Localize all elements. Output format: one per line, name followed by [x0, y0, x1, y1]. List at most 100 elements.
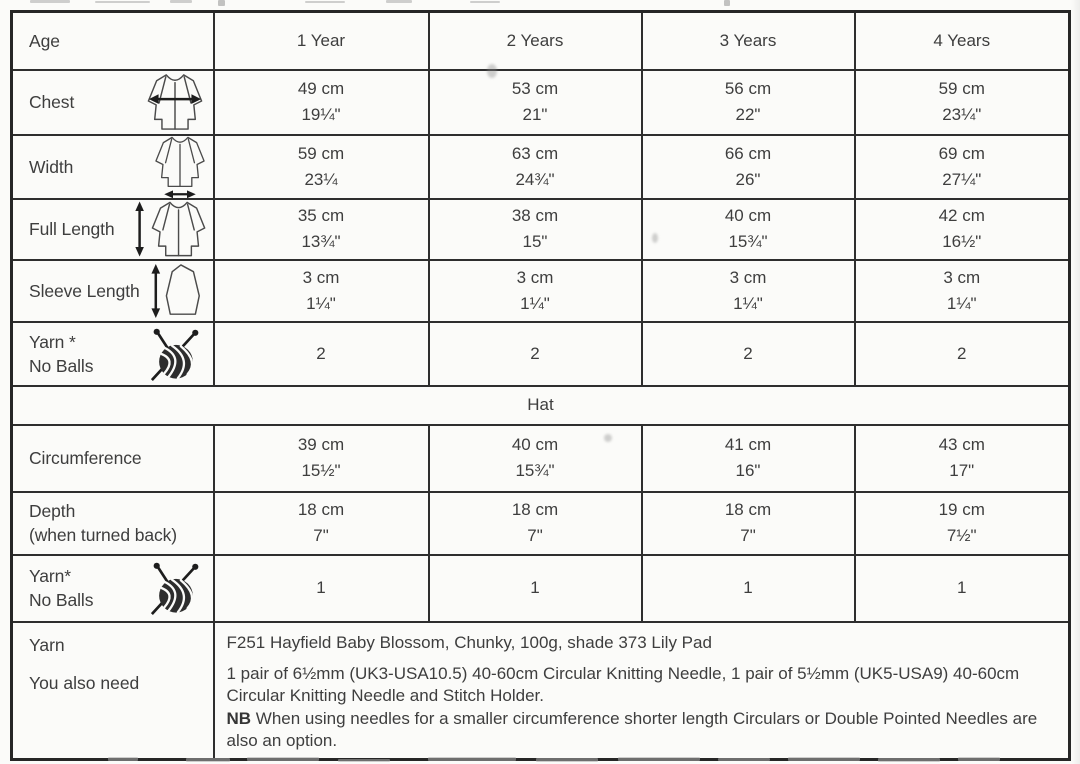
row-label-line1: Depth [29, 501, 76, 521]
value-cm: 19 cm [938, 500, 985, 519]
value-cm: 63 cm [511, 143, 559, 163]
value-inches: 7½" [946, 526, 977, 545]
column-header-3-years: 3 Years [640, 10, 856, 71]
full-length-label-cell: Full Length [10, 197, 215, 261]
ball-count: 1 [316, 578, 326, 597]
value-cm: 35 cm [297, 206, 345, 225]
width-label-cell: Width [10, 133, 215, 200]
size-value-cell: 42 cm 16½" [853, 197, 1071, 261]
value-inches: 15½" [301, 461, 341, 480]
value-cm: 40 cm [724, 206, 772, 225]
size-value-cell: 18 cm 7" [427, 490, 643, 556]
also-need-label: You also need [29, 672, 140, 693]
value-inches: 21" [522, 105, 548, 124]
notes-text-cell: F251 Hayfield Baby Blossom, Chunky, 100g… [212, 620, 1071, 761]
cardigan-length-measure-icon [134, 201, 205, 257]
size-value-cell: 2 [640, 320, 856, 387]
value-cm: 59 cm [297, 143, 345, 163]
scan-smudge [652, 233, 658, 243]
value-inches: 13¾" [301, 232, 341, 251]
needles-required: 1 pair of 6½mm (UK3-USA10.5) 40-60cm Cir… [226, 663, 1020, 705]
table-row-notes: Yarn You also need F251 Hayfield Baby Bl… [10, 620, 1071, 761]
size-value-cell: 3 cm 1¼" [212, 258, 430, 323]
row-label: Width [29, 156, 74, 177]
cardigan-width-measure-icon [154, 136, 205, 198]
sleeve-length-label-cell: Sleeve Length [10, 258, 215, 323]
table-row-depth: Depth (when turned back) 18 cm 7" 18 cm 7"… [10, 490, 1071, 556]
size-value-cell: 40 cm 15¾" [427, 423, 643, 493]
ball-count: 2 [316, 343, 326, 363]
value-inches: 15" [522, 232, 548, 251]
value-cm: 3 cm [302, 267, 340, 287]
circumference-label-cell: Circumference [10, 423, 215, 493]
value-cm: 56 cm [724, 79, 772, 98]
value-cm: 40 cm [511, 435, 559, 454]
yarn-ball-needles-icon [150, 328, 198, 381]
value-inches: 1¼" [520, 293, 550, 313]
row-label-line1: Yarn * [29, 331, 76, 352]
age-label-cell: Age [10, 10, 215, 71]
table-row-hat-yarn-balls: Yarn* No Balls 1 1 1 1 [10, 553, 1071, 623]
ball-count: 2 [530, 343, 540, 363]
row-label-line2: No Balls [29, 355, 94, 376]
row-label: Chest [29, 92, 75, 112]
value-inches: 1¼" [306, 293, 336, 313]
yarn-balls-label-cell: Yarn * No Balls [10, 320, 215, 387]
value-inches: 15¾" [728, 232, 768, 251]
size-value-cell: 3 cm 1¼" [640, 258, 856, 323]
size-value-cell: 38 cm 15" [427, 197, 643, 261]
size-value-cell: 59 cm 23¼ [212, 133, 430, 200]
size-value-cell: 19 cm 7½" [853, 490, 1071, 556]
size-value-cell: 39 cm 15½" [212, 423, 430, 493]
size-value-cell: 66 cm 26" [640, 133, 856, 200]
value-cm: 3 cm [729, 267, 767, 287]
value-inches: 17" [949, 461, 975, 480]
value-inches: 7" [740, 526, 756, 545]
value-inches: 16" [735, 461, 761, 480]
row-label: Full Length [29, 219, 115, 239]
value-cm: 18 cm [297, 500, 345, 519]
scan-smudge [604, 434, 612, 442]
value-cm: 18 cm [724, 500, 772, 519]
ball-count: 1 [530, 578, 540, 597]
ball-count: 1 [957, 578, 967, 597]
value-inches: 27¼" [942, 169, 982, 189]
size-value-cell: 40 cm 15¾" [640, 197, 856, 261]
value-cm: 49 cm [297, 79, 345, 98]
table-row-width: Width 59 cm 23¼ 63 cm 24¾" 66 cm 26" 69 cm 2… [10, 133, 1071, 200]
scan-edge-shadow [1071, 0, 1080, 764]
yarn-notes-label: Yarn [29, 634, 65, 655]
size-value-cell: 59 cm 23¼" [853, 68, 1071, 136]
value-cm: 41 cm [724, 435, 772, 454]
nb-note: NB When using needles for a smaller circ… [227, 708, 1053, 752]
notes-label-cell: Yarn You also need [10, 620, 215, 761]
depth-label-cell: Depth (when turned back) [10, 490, 215, 556]
table-row-yarn-balls: Yarn * No Balls 2 2 2 2 [10, 320, 1071, 387]
value-inches: 1¼" [946, 293, 977, 313]
row-label: Sleeve Length [29, 280, 140, 301]
value-cm: 18 cm [511, 500, 559, 519]
hat-section-header-row: Hat [10, 384, 1071, 426]
size-value-cell: 69 cm 27¼" [853, 133, 1071, 200]
size-value-cell: 3 cm 1¼" [853, 258, 1071, 323]
size-value-cell: 49 cm 19¼" [212, 68, 430, 136]
size-value-cell: 1 [212, 553, 430, 623]
value-cm: 3 cm [943, 267, 981, 287]
size-value-cell: 3 cm 1¼" [427, 258, 643, 323]
size-value-cell: 35 cm 13¾" [212, 197, 430, 261]
column-header-2-years: 2 Years [427, 10, 643, 71]
size-value-cell: 18 cm 7" [212, 490, 430, 556]
scan-smudge [487, 64, 497, 78]
value-inches: 26" [735, 169, 761, 189]
size-value-cell: 18 cm 7" [640, 490, 856, 556]
value-cm: 3 cm [516, 267, 554, 287]
row-label: Circumference [29, 448, 142, 468]
ball-count: 1 [743, 578, 753, 597]
row-label-line2: No Balls [29, 590, 94, 610]
value-inches: 23¼ [304, 169, 338, 189]
row-label-line2: (when turned back) [29, 525, 178, 545]
value-cm: 53 cm [511, 79, 559, 98]
value-inches: 23¼" [942, 105, 982, 124]
ball-count: 2 [957, 343, 967, 363]
value-inches: 7" [313, 526, 329, 545]
